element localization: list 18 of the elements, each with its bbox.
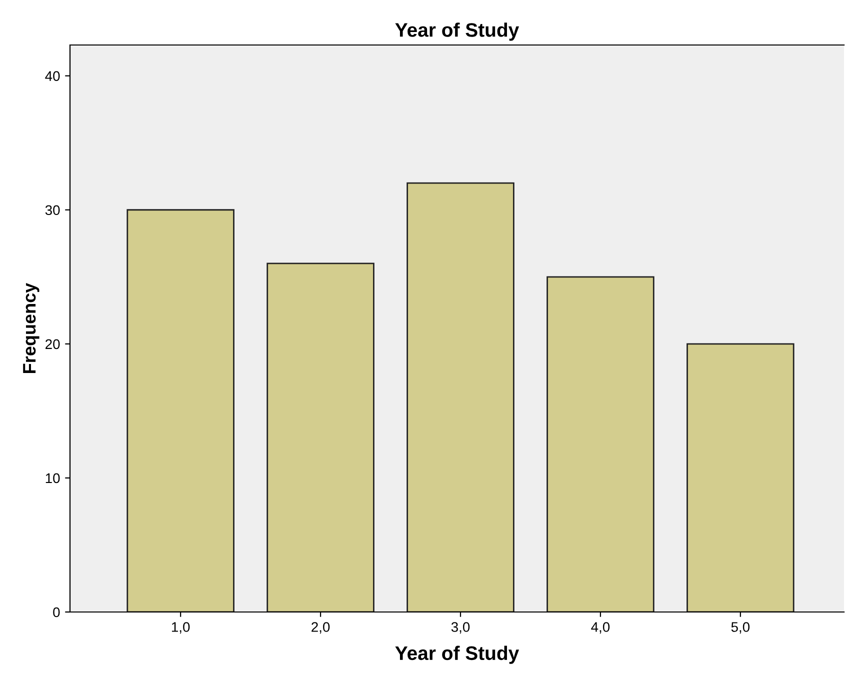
x-tick-label: 2,0 xyxy=(312,622,330,634)
bar xyxy=(266,262,374,612)
chart-title: Year of Study xyxy=(395,22,520,41)
y-tick-label: 20 xyxy=(46,339,60,350)
y-tick-label: 0 xyxy=(53,607,60,618)
y-tick-label: 40 xyxy=(45,71,60,81)
bar xyxy=(686,343,794,612)
x-tick-label: 4,0 xyxy=(591,622,610,634)
x-tick-label: 5,0 xyxy=(731,622,750,634)
x-tick-label: 1,0 xyxy=(172,622,190,634)
bar xyxy=(406,182,514,612)
y-axis-title: Frequency xyxy=(23,282,40,373)
y-tick-label: 10 xyxy=(46,473,60,484)
y-tick-label: 30 xyxy=(45,205,60,216)
bar xyxy=(546,276,654,612)
bar xyxy=(126,209,234,612)
x-tick-label: 3,0 xyxy=(451,622,470,634)
x-axis-title: Year of Study xyxy=(395,646,520,664)
